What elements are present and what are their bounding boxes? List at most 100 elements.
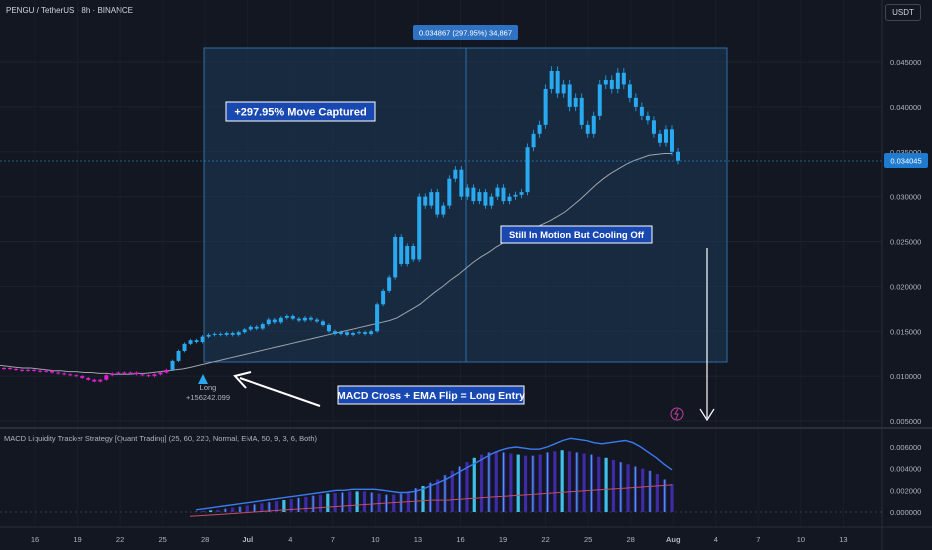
candle-body	[591, 115, 596, 134]
time-tick-label: 28	[627, 535, 635, 544]
candle-body	[284, 315, 289, 318]
currency-button[interactable]: USDT	[885, 4, 921, 21]
macd-histogram-stripe	[561, 450, 563, 512]
price-tick-label: 0.015000	[890, 327, 921, 336]
macd-histogram-bar	[597, 456, 601, 512]
time-tick-label: 13	[839, 535, 847, 544]
candle-body	[332, 331, 337, 334]
candle-body	[20, 369, 25, 371]
candle-body	[62, 373, 67, 375]
candle-body	[549, 70, 554, 89]
candle-body	[206, 334, 211, 337]
macd-histogram-stripe	[210, 510, 212, 512]
candle-body	[597, 84, 602, 116]
macd-histogram-stripe	[341, 492, 344, 512]
macd-lines	[189, 437, 673, 517]
candle-body	[393, 237, 398, 278]
candle-body	[579, 97, 584, 125]
long-signal-label: Long	[200, 383, 217, 392]
macd-histogram-bar	[362, 491, 367, 512]
candle-body	[405, 245, 410, 264]
macd-histogram-bar	[509, 453, 513, 512]
candle-body	[176, 350, 181, 361]
candle-body	[158, 372, 163, 375]
price-tick-label: 0.045000	[890, 58, 921, 67]
price-tick-label: 0.010000	[890, 372, 921, 381]
signal-line	[189, 484, 673, 517]
long-signal-icon	[198, 374, 208, 384]
time-tick-label: 7	[756, 535, 760, 544]
macd-histogram-stripe	[312, 495, 314, 512]
macd-histogram-bar	[641, 468, 645, 512]
candle-body	[182, 343, 187, 351]
time-tick-label: 7	[331, 535, 335, 544]
candle-body	[676, 151, 680, 161]
macd-histogram-stripe	[253, 504, 256, 512]
candle-body	[495, 187, 500, 197]
macd-axis[interactable]: 0.006000 0.004000 0.002000 0.000000	[890, 443, 921, 517]
entry-arrow-head	[233, 371, 252, 389]
candle-body	[44, 370, 49, 372]
macd-histogram	[194, 450, 674, 512]
macd-histogram-stripe	[532, 455, 534, 512]
symbol-header: PENGU / TetherUS · 8h · BINANCE	[6, 6, 133, 15]
candle-body	[296, 318, 301, 321]
candle-body	[260, 324, 265, 329]
candle-body	[320, 321, 325, 325]
time-tick-label: 10	[371, 535, 379, 544]
price-tick-label: 0.035000	[890, 148, 921, 157]
candle-body	[567, 84, 572, 107]
candle-body	[561, 84, 566, 94]
candle-body	[399, 237, 404, 264]
candle-body	[525, 147, 530, 193]
candle-body	[423, 196, 428, 206]
candle-body	[477, 192, 482, 202]
lightning-icon[interactable]	[670, 407, 684, 421]
candle-body	[146, 375, 151, 377]
candle-body	[242, 329, 247, 333]
macd-histogram-bar	[318, 494, 323, 512]
macd-histogram-stripe	[415, 488, 417, 512]
candle-body	[122, 372, 127, 374]
candle-body	[471, 187, 476, 202]
current-price-badge-text: 0.034045	[890, 157, 921, 166]
candle-body	[375, 304, 380, 332]
macd-histogram-bar	[494, 451, 498, 512]
time-tick-label: Jul	[242, 535, 253, 544]
candle-body	[98, 379, 103, 382]
macd-histogram-bar	[655, 474, 659, 512]
macd-histogram-bar	[289, 499, 293, 512]
candle-body	[483, 192, 488, 206]
macd-histogram-stripe	[649, 470, 651, 512]
candle-body	[573, 97, 578, 107]
macd-histogram-bar	[201, 510, 205, 512]
candle-body	[50, 370, 55, 373]
candle-body	[68, 374, 73, 376]
macd-indicator-label: MACD Liquidity Tracker Strategy [Quant T…	[4, 434, 318, 443]
macd-histogram-bar	[216, 509, 220, 512]
macd-histogram-bar	[450, 470, 454, 512]
macd-histogram-stripe	[268, 502, 270, 512]
macd-histogram-stripe	[517, 454, 519, 512]
down-arrow-head	[699, 408, 715, 422]
macd-histogram-bar	[304, 496, 308, 512]
macd-histogram-stripe	[400, 493, 402, 512]
candle-body	[411, 245, 416, 260]
candle-body	[212, 333, 217, 335]
candle-body	[645, 115, 650, 121]
price-axis[interactable]: 0.045000 0.040000 0.035000 0.030000 0.025000…	[890, 58, 921, 426]
macd-histogram-bar	[611, 460, 616, 512]
candle-body	[657, 133, 662, 143]
lightning-icon-bolt	[674, 408, 679, 420]
macd-histogram-stripe	[546, 452, 549, 512]
candle-body	[651, 120, 656, 134]
macd-histogram-bar	[274, 501, 279, 512]
candle-body	[230, 333, 235, 335]
time-axis[interactable]: 16 19 22 25 28 Jul 4 7 10 13 16 19 22 25 28 Aug 4 7 10 13	[31, 535, 848, 544]
price-tick-label: 0.025000	[890, 238, 921, 247]
candle-body	[200, 336, 205, 343]
candle-body	[351, 333, 356, 335]
candle-body	[278, 317, 283, 323]
candle-body	[585, 124, 590, 134]
